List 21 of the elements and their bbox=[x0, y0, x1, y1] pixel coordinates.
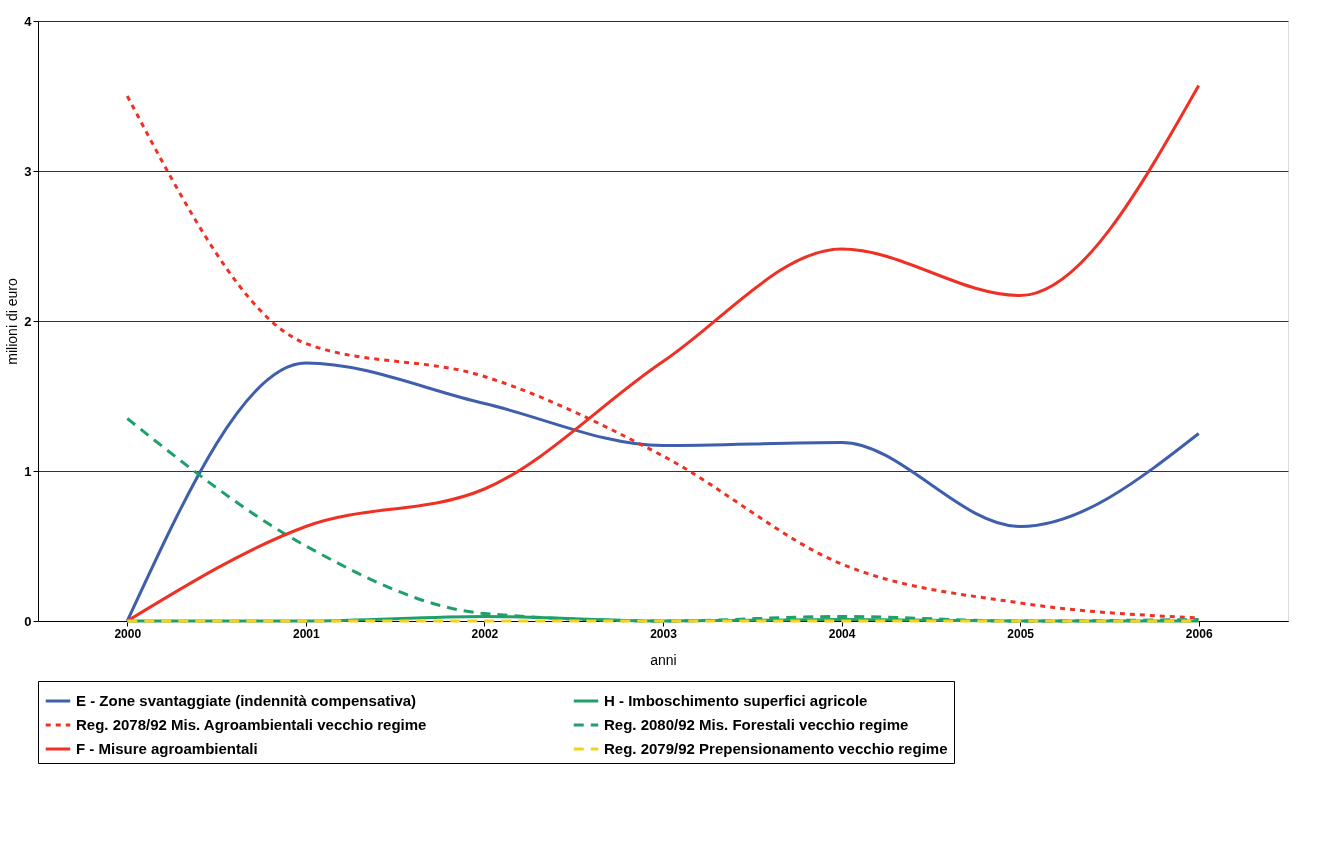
legend-label: Reg. 2080/92 Mis. Forestali vecchio regime bbox=[604, 716, 909, 733]
y-tick-label: 4 bbox=[24, 13, 33, 29]
legend-label: Reg. 2078/92 Mis. Agroambientali vecchio regime bbox=[76, 716, 427, 733]
y-tick-label: 1 bbox=[24, 463, 32, 479]
legend-label: E - Zone svantaggiate (indennità compensativa) bbox=[76, 692, 417, 709]
x-tick-label: 2004 bbox=[828, 626, 856, 641]
y-tick-label: 3 bbox=[24, 163, 32, 179]
x-tick-label: 2003 bbox=[650, 626, 678, 641]
y-tick-label: 0 bbox=[24, 613, 32, 629]
x-tick-label: 2006 bbox=[1185, 626, 1213, 641]
x-tick-label: 2005 bbox=[1007, 626, 1035, 641]
legend-label: F - Misure agroambientali bbox=[76, 740, 258, 757]
x-tick-label: 2001 bbox=[293, 626, 321, 641]
y-axis-title: milioni di euro bbox=[4, 278, 21, 365]
x-axis-title: anni bbox=[650, 651, 677, 668]
x-tick-label: 2000 bbox=[114, 626, 142, 641]
legend-label: H - Imboschimento superfici agricole bbox=[604, 692, 868, 709]
y-tick-label: 2 bbox=[24, 313, 32, 329]
x-tick-label: 2002 bbox=[471, 626, 499, 641]
line-series bbox=[125, 361, 1201, 623]
legend-label: Reg. 2079/92 Prepensionamento vecchio regime bbox=[604, 740, 948, 757]
